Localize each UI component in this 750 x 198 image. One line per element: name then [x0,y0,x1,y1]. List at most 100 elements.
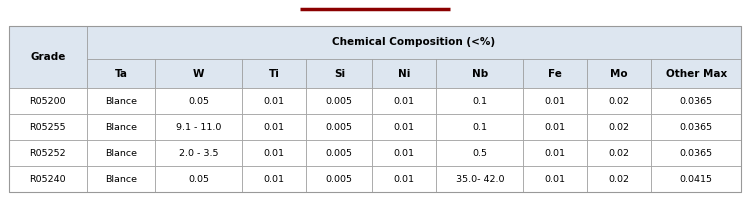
Text: 0.01: 0.01 [394,97,415,106]
Text: 0.5: 0.5 [472,148,488,158]
Bar [372,114,436,140]
Bar [436,166,524,192]
Text: 0.01: 0.01 [264,148,285,158]
Bar [524,114,587,140]
Bar [306,59,372,88]
Text: 0.005: 0.005 [326,97,352,106]
Bar [587,88,651,114]
Bar [524,140,587,166]
Text: Grade: Grade [30,52,65,62]
Bar [651,114,741,140]
Text: Blance: Blance [105,123,137,132]
Text: R05240: R05240 [29,175,66,184]
Bar [87,26,741,59]
Text: 0.01: 0.01 [264,97,285,106]
Bar [306,166,372,192]
Bar [242,140,306,166]
Text: 0.02: 0.02 [609,123,630,132]
Bar [9,114,87,140]
Bar [651,140,741,166]
Bar [9,166,87,192]
Text: 9.1 - 11.0: 9.1 - 11.0 [176,123,221,132]
Bar [155,114,242,140]
Bar [306,114,372,140]
Text: 0.0365: 0.0365 [680,123,712,132]
Bar [242,59,306,88]
Bar [87,59,155,88]
Text: 0.1: 0.1 [472,123,488,132]
Bar [155,59,242,88]
Text: 0.01: 0.01 [544,148,566,158]
Text: 0.005: 0.005 [326,175,352,184]
Text: Blance: Blance [105,175,137,184]
Text: 0.02: 0.02 [609,175,630,184]
Bar [587,166,651,192]
Bar [436,114,524,140]
Bar [587,59,651,88]
Text: Si: Si [334,69,345,79]
Bar [651,166,741,192]
Text: 0.01: 0.01 [264,123,285,132]
Text: W: W [193,69,205,79]
Text: Blance: Blance [105,97,137,106]
Bar [242,88,306,114]
Bar [155,140,242,166]
Text: 0.005: 0.005 [326,148,352,158]
Bar [587,114,651,140]
Bar [9,140,87,166]
Bar [155,88,242,114]
Bar [242,114,306,140]
Text: 0.01: 0.01 [394,175,415,184]
Bar [372,166,436,192]
Text: 0.005: 0.005 [326,123,352,132]
Text: R05252: R05252 [29,148,66,158]
Text: Other Max: Other Max [665,69,727,79]
Text: 0.05: 0.05 [188,175,209,184]
Bar [9,88,87,114]
Text: Ti: Ti [269,69,280,79]
Text: 0.0415: 0.0415 [680,175,712,184]
Bar [436,59,524,88]
Text: Mo: Mo [610,69,628,79]
Text: 0.01: 0.01 [394,123,415,132]
Text: 0.02: 0.02 [609,97,630,106]
Bar [372,59,436,88]
Bar [651,59,741,88]
Text: Blance: Blance [105,148,137,158]
Text: 0.01: 0.01 [544,97,566,106]
Text: Chemical Composition (<%): Chemical Composition (<%) [332,37,496,47]
Bar [651,88,741,114]
Text: Ta: Ta [115,69,128,79]
Bar [587,140,651,166]
Bar [87,140,155,166]
Text: 0.0365: 0.0365 [680,97,712,106]
Bar [436,88,524,114]
Bar [524,88,587,114]
Bar [306,88,372,114]
Bar [87,114,155,140]
Bar [9,26,741,192]
Text: 35.0- 42.0: 35.0- 42.0 [455,175,504,184]
Text: R05200: R05200 [29,97,66,106]
Bar [524,166,587,192]
Text: 0.05: 0.05 [188,97,209,106]
Text: Nb: Nb [472,69,488,79]
Bar [87,88,155,114]
Text: 0.02: 0.02 [609,148,630,158]
Bar [87,166,155,192]
Text: 0.01: 0.01 [544,175,566,184]
Text: 0.0365: 0.0365 [680,148,712,158]
Bar [9,26,87,88]
Bar [372,88,436,114]
Bar [242,166,306,192]
Text: 0.01: 0.01 [394,148,415,158]
Text: 2.0 - 3.5: 2.0 - 3.5 [179,148,218,158]
Bar [306,140,372,166]
Bar [524,59,587,88]
Bar [372,140,436,166]
Text: 0.01: 0.01 [264,175,285,184]
Text: 0.01: 0.01 [544,123,566,132]
Bar [436,140,524,166]
Text: Ni: Ni [398,69,410,79]
Bar [155,166,242,192]
